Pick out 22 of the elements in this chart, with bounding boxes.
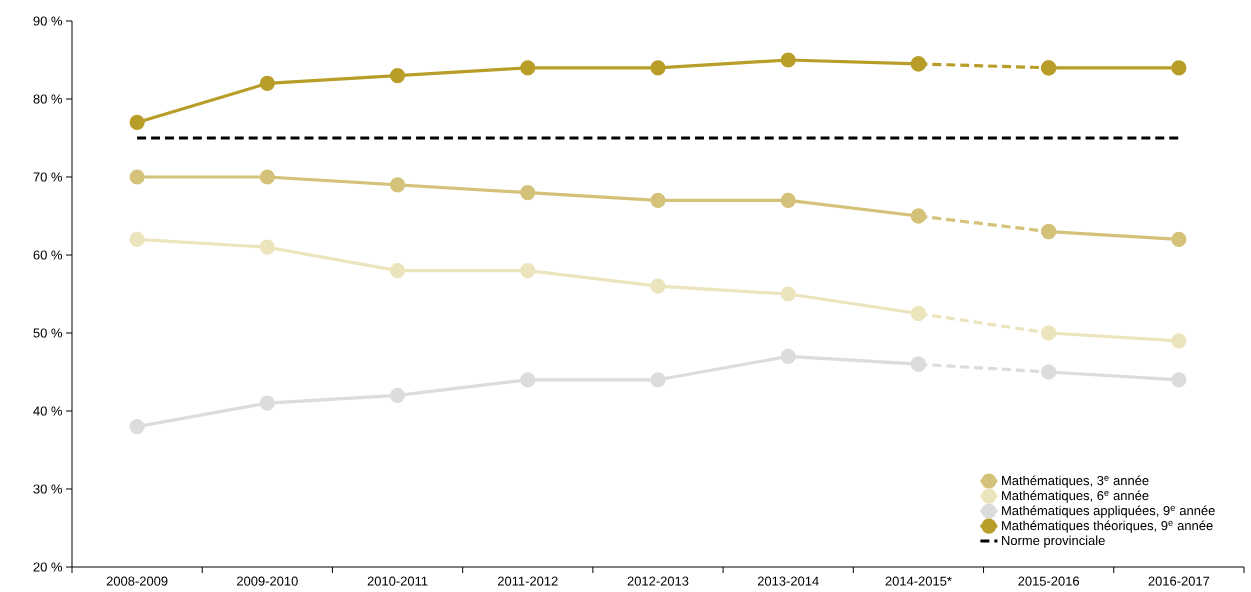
legend-label: Mathématiques, 6$^{e}$ année — [1002, 490, 1149, 503]
legend-label: Mathématiques appliquées, 9$^{e}$ année — [1002, 505, 1215, 518]
x-tick-label: 2009-2010 — [237, 576, 298, 586]
x-tick-label: 2016-2017 — [1148, 576, 1210, 586]
x-tick-label: 2012-2013 — [627, 576, 689, 586]
x-tick-label: 2008-2009 — [106, 576, 168, 586]
y-tick-label: 40 % — [33, 406, 63, 416]
x-tick-label: 2010-2011 — [367, 576, 428, 586]
x-tick-label: 2015-2016 — [1018, 576, 1080, 586]
x-tick-label: 2014-2015* — [885, 576, 952, 586]
y-tick-label: 60 % — [33, 250, 63, 260]
y-tick-label: 50 % — [33, 328, 63, 338]
y-tick-label: 30 % — [33, 484, 63, 494]
x-tick-label: 2011-2012 — [497, 576, 558, 586]
y-tick-label: 80 % — [33, 94, 63, 104]
y-tick-label: 70 % — [33, 172, 63, 182]
legend-label: Norme provinciale — [1002, 535, 1105, 548]
legend-label: Mathématiques théoriques, 9$^{e}$ année — [1002, 520, 1213, 533]
legend-label: Mathématiques, 3$^{e}$ année — [1002, 475, 1149, 488]
x-tick-label: 2013-2014 — [757, 576, 819, 586]
y-tick-label: 20 % — [33, 562, 63, 572]
y-tick-label: 90 % — [33, 16, 63, 26]
